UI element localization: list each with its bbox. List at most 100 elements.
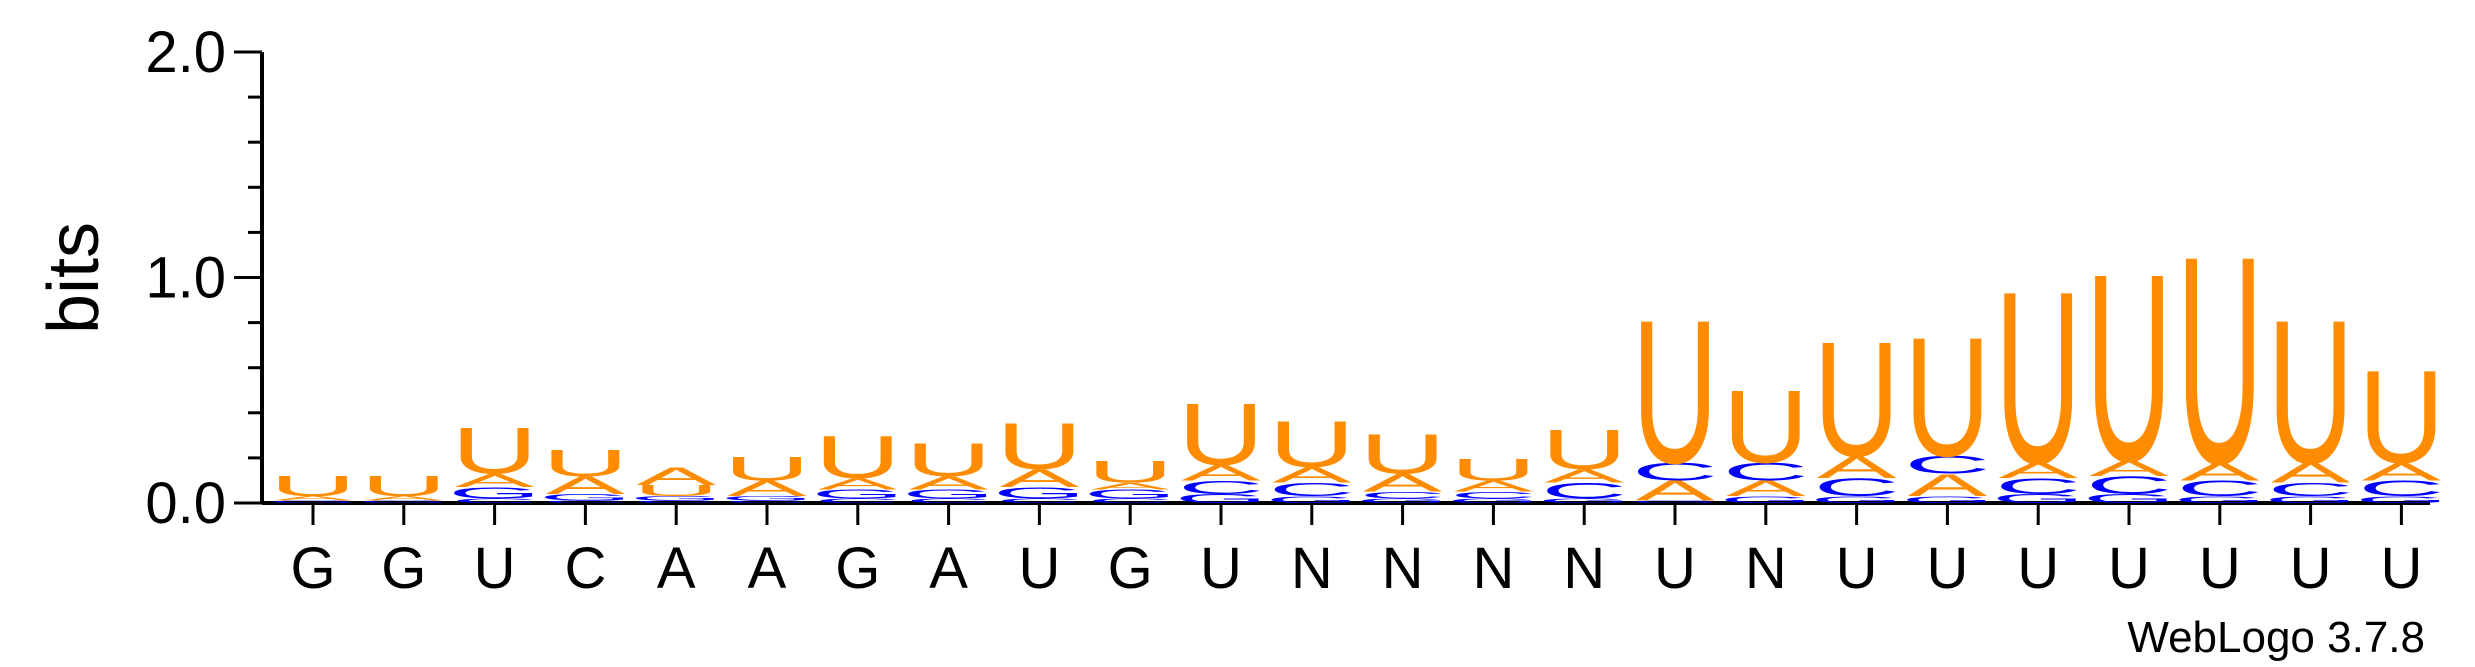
logo-letter-C: C <box>451 497 537 504</box>
logo-letter-C: C <box>1995 474 2081 499</box>
logo-letter-A: A <box>2362 458 2442 486</box>
logo-letter-A: A <box>1000 465 1080 493</box>
logo-letter-C: C <box>1450 490 1536 501</box>
logo-letter-G: G <box>1447 497 1540 504</box>
logo-letter-C: C <box>1632 458 1718 486</box>
logo-letter-C: C <box>1723 458 1809 486</box>
logo-letter-G: G <box>2264 494 2357 505</box>
letter-stacks: GAU GAU CGAUCGAUCGUACGAUCGAUCGAUCGAUCGAUGC… <box>267 195 2448 525</box>
position-label: U <box>1836 536 1878 601</box>
position-label: U <box>1018 536 1060 601</box>
logo-letter-A: A <box>455 470 535 491</box>
logo-letter-A: A <box>1726 476 1807 501</box>
logo-letter-A: A <box>636 462 716 490</box>
logo-letter-C: C <box>542 500 628 504</box>
position-label: N <box>1472 536 1514 601</box>
logo-letter-U: U <box>1450 452 1536 487</box>
logo-letter-U: U <box>996 410 1082 483</box>
logo-letter-U: U <box>1541 418 1627 482</box>
y-axis-title: bits <box>34 222 114 334</box>
logo-letter-G: G <box>539 492 632 503</box>
position-label: U <box>2108 536 2150 601</box>
position-label: U <box>1654 536 1696 601</box>
logo-letter-A: A <box>1908 468 1989 503</box>
y-tick-label: 0.0 <box>145 471 226 536</box>
logo-letter-A: A <box>1454 478 1534 496</box>
logo-letter-G: G <box>448 484 541 502</box>
logo-letter-U: U <box>451 415 537 488</box>
position-label: N <box>1382 536 1424 601</box>
logo-letter-G: G <box>1901 494 1994 505</box>
logo-letter-U: U <box>1269 408 1355 481</box>
logo-letter-U: U <box>2358 343 2444 491</box>
logo-letter-G: G <box>811 487 904 501</box>
logo-letter-C: C <box>1269 479 1355 500</box>
logo-letter-G: G <box>721 495 814 502</box>
logo-letter-C: C <box>724 500 810 504</box>
logo-letter-U: U <box>270 471 356 503</box>
position-label: G <box>290 536 335 601</box>
logo-letter-U: U <box>1087 454 1173 489</box>
logo-letter-U: U <box>2086 217 2172 517</box>
logo-letter-U: U <box>1178 386 1264 484</box>
logo-letter-G: G <box>1719 494 1812 505</box>
logo-letter-G: G <box>1356 497 1449 504</box>
logo-letter-A: A <box>273 495 353 502</box>
position-label: U <box>2290 536 2332 601</box>
logo-letter-A: A <box>1272 463 1353 488</box>
logo-letter-A: A <box>1998 458 2079 483</box>
position-label: N <box>1563 536 1605 601</box>
position-label: N <box>1291 536 1333 601</box>
logo-letter-U: U <box>1359 422 1445 486</box>
logo-letter-C: C <box>2086 472 2172 500</box>
position-stack: GAU <box>267 471 360 504</box>
logo-letter-A: A <box>727 476 808 501</box>
logo-letter-C: C <box>1904 451 1990 479</box>
logo-letter-U: U <box>2267 277 2353 507</box>
y-ticks: 0.0 1.0 2.0 <box>145 20 262 536</box>
logo-letter-U: U <box>1813 308 1899 491</box>
logo-letter-C: C <box>2358 476 2444 501</box>
logo-letter-A: A <box>909 473 989 494</box>
logo-letter-G: G <box>993 484 1086 502</box>
position-label: A <box>929 536 968 601</box>
logo-letter-A: A <box>1363 469 1443 497</box>
logo-letter-U: U <box>361 471 447 503</box>
position-label: A <box>748 536 787 601</box>
logo-letter-G: G <box>2355 494 2448 505</box>
logo-letter-C: C <box>1359 490 1445 501</box>
position-stack: GAU <box>357 471 450 504</box>
logo-letter-U: U <box>1904 303 1990 493</box>
logo-letter-C: C <box>1813 474 1899 502</box>
logo-letter-U: U <box>1723 369 1809 485</box>
weblogo-credit: WebLogo 3.7.8 <box>2127 613 2425 662</box>
logo-letter-C: C <box>815 497 901 504</box>
position-label: A <box>657 536 696 601</box>
logo-letter-G: G <box>1538 497 1631 504</box>
logo-letter-U: U <box>724 449 810 488</box>
logo-letter-U: U <box>815 424 901 491</box>
logo-letter-A: A <box>546 472 626 500</box>
logo-letter-U: U <box>1632 277 1718 507</box>
logo-letter-G: G <box>357 500 450 504</box>
position-label: U <box>474 536 516 601</box>
position-label: U <box>2380 536 2422 601</box>
logo-letter-A: A <box>364 495 444 502</box>
logo-letter-C: C <box>633 500 719 504</box>
